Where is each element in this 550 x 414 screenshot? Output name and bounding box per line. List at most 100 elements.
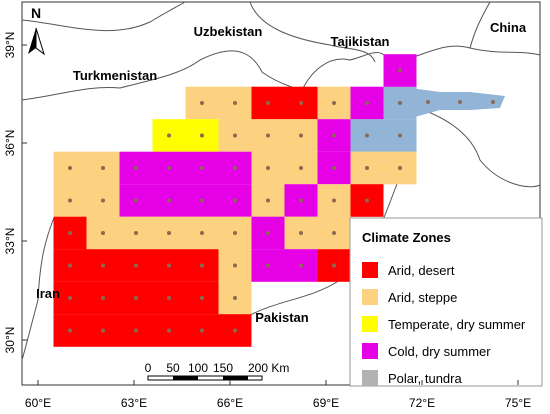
scale-label: 150 — [213, 361, 233, 375]
station-point — [134, 296, 138, 300]
station-point — [200, 231, 204, 235]
station-point — [167, 198, 171, 203]
station-point — [299, 101, 303, 105]
station-point — [332, 263, 336, 268]
scale-label: 50 — [166, 361, 180, 375]
station-point — [68, 328, 72, 333]
station-point — [266, 166, 270, 170]
north-arrow: N — [28, 5, 45, 56]
station-point — [233, 263, 237, 268]
station-point — [266, 101, 270, 105]
station-point — [200, 198, 204, 203]
country-label: Uzbekistan — [194, 24, 263, 39]
station-point — [332, 198, 336, 203]
station-point — [167, 166, 171, 170]
legend-swatch — [362, 343, 378, 359]
station-point — [68, 263, 72, 268]
station-point — [299, 263, 303, 268]
legend-swatch — [362, 289, 378, 305]
station-point — [299, 231, 303, 235]
station-point — [101, 198, 105, 203]
station-point — [200, 101, 204, 105]
scale-label: 200 Km — [248, 361, 289, 375]
station-point — [233, 296, 237, 300]
legend-swatch — [362, 370, 378, 386]
lon-label: 75°E — [505, 396, 531, 410]
station-point — [134, 231, 138, 235]
legend: Climate Zones — [349, 217, 543, 387]
country-label: Tajikistan — [330, 34, 389, 49]
station-point — [167, 231, 171, 235]
station-point — [299, 166, 303, 170]
legend-label: Cold, dry summer — [388, 344, 491, 359]
lat-label: 36°N — [3, 130, 17, 157]
north-label: N — [31, 5, 41, 21]
station-point — [233, 101, 237, 105]
lon-label: 72°E — [409, 396, 435, 410]
station-point — [332, 101, 336, 105]
legend-swatch — [362, 262, 378, 278]
station-point — [299, 198, 303, 203]
station-point — [266, 263, 270, 268]
station-point — [200, 328, 204, 333]
scale-bar — [147, 375, 263, 381]
station-point — [332, 231, 336, 235]
lon-label: 63°E — [121, 396, 147, 410]
station-point — [491, 100, 495, 104]
legend-label: Temperate, dry summer — [388, 317, 526, 332]
station-point — [101, 166, 105, 170]
scale-label: 100 — [188, 361, 208, 375]
lat-label: 39°N — [3, 32, 17, 59]
station-point — [332, 166, 336, 170]
legend-label: Arid, desert — [388, 263, 455, 278]
station-point — [68, 166, 72, 170]
lat-label: 30°N — [3, 327, 17, 354]
lon-label: 66°E — [217, 396, 243, 410]
station-point — [167, 328, 171, 333]
station-point — [200, 166, 204, 170]
station-point — [68, 198, 72, 203]
legend-label: Arid, steppe — [388, 290, 457, 305]
station-point — [365, 101, 369, 105]
station-point — [233, 328, 237, 333]
legend-swatch — [362, 316, 378, 332]
station-point — [68, 296, 72, 300]
station-point — [398, 68, 402, 73]
lon-label: 69°E — [313, 396, 339, 410]
lon-label: 60°E — [25, 396, 51, 410]
scale-label: 0 — [145, 361, 152, 375]
station-point — [266, 231, 270, 235]
country-label: Pakistan — [255, 310, 309, 325]
station-point — [200, 296, 204, 300]
country-label: China — [490, 20, 527, 35]
lat-label: 33°N — [3, 228, 17, 255]
legend-title: Climate Zones — [362, 230, 451, 245]
station-point — [266, 133, 270, 138]
station-point — [200, 263, 204, 268]
zone-cell — [411, 88, 505, 118]
station-point — [200, 133, 204, 138]
station-point — [101, 231, 105, 235]
station-point — [398, 133, 402, 138]
station-point — [332, 133, 336, 138]
station-point — [365, 133, 369, 138]
legend-box — [349, 217, 543, 387]
country-label: Turkmenistan — [73, 68, 157, 83]
station-point — [167, 296, 171, 300]
station-point — [101, 328, 105, 333]
station-point — [134, 328, 138, 333]
station-point — [233, 166, 237, 170]
station-point — [134, 263, 138, 268]
station-point — [68, 231, 72, 235]
station-point — [233, 231, 237, 235]
station-point — [101, 263, 105, 268]
country-label: Iran — [36, 286, 60, 301]
station-point — [134, 198, 138, 203]
station-point — [398, 166, 402, 170]
station-point — [167, 133, 171, 138]
station-point — [266, 198, 270, 203]
station-point — [426, 100, 430, 104]
station-point — [134, 166, 138, 170]
station-points — [68, 68, 495, 333]
